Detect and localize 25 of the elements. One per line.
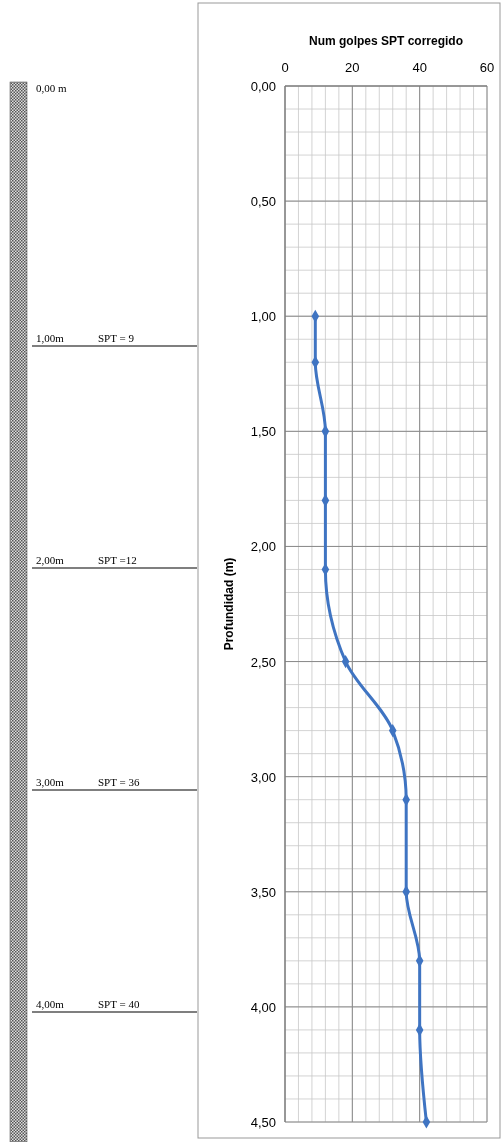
y-tick-label: 2,00 bbox=[250, 539, 276, 555]
text: 1,00m bbox=[36, 332, 65, 344]
y-tick-label: 4,00 bbox=[250, 999, 276, 1015]
x-tick-label: 60 bbox=[479, 60, 495, 75]
text: 2,00m bbox=[36, 554, 65, 566]
x-tick-label: 0 bbox=[281, 60, 289, 75]
x-tick-label: 40 bbox=[412, 60, 427, 75]
y-tick-label: 0,00 bbox=[250, 79, 276, 94]
text: 0,00 m bbox=[36, 82, 67, 94]
y-tick-label: 3,50 bbox=[250, 884, 276, 900]
text: 3,00m bbox=[36, 776, 65, 788]
chart-title: Num golpes SPT corregido bbox=[308, 34, 464, 48]
x-tick-label: 20 bbox=[345, 60, 360, 75]
text: 4,00m bbox=[36, 998, 65, 1010]
y-tick-label: 3,00 bbox=[250, 769, 276, 785]
y-tick-label: 1,50 bbox=[250, 424, 276, 440]
y-axis-title: Profundidad (m) bbox=[222, 557, 236, 651]
y-tick-label: 1,00 bbox=[250, 309, 276, 325]
text: SPT =12 bbox=[98, 554, 137, 566]
text: SPT = 40 bbox=[98, 998, 140, 1010]
text: SPT = 36 bbox=[98, 776, 140, 788]
text: SPT = 9 bbox=[98, 332, 135, 344]
y-tick-label: 4,50 bbox=[250, 1115, 276, 1130]
y-tick-label: 2,50 bbox=[250, 654, 276, 670]
y-tick-label: 0,50 bbox=[250, 194, 276, 210]
